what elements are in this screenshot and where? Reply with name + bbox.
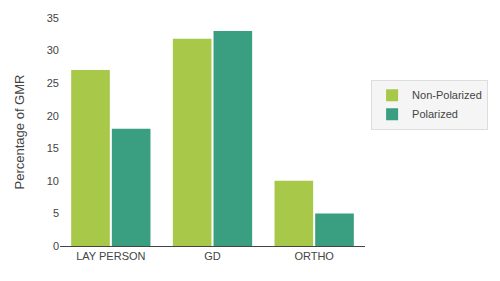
svg-text:Polarized: Polarized bbox=[412, 108, 458, 120]
svg-text:5: 5 bbox=[53, 207, 59, 219]
svg-text:20: 20 bbox=[47, 110, 59, 122]
svg-text:10: 10 bbox=[47, 175, 59, 187]
svg-text:ORTHO: ORTHO bbox=[294, 250, 334, 262]
svg-text:Percentage of GMR: Percentage of GMR bbox=[12, 75, 27, 190]
svg-text:35: 35 bbox=[47, 12, 59, 24]
svg-text:25: 25 bbox=[47, 77, 59, 89]
svg-text:GD: GD bbox=[204, 250, 221, 262]
svg-text:0: 0 bbox=[53, 240, 59, 252]
svg-text:LAY PERSON: LAY PERSON bbox=[76, 250, 145, 262]
svg-text:Non-Polarized: Non-Polarized bbox=[412, 89, 482, 101]
svg-text:30: 30 bbox=[47, 44, 59, 56]
svg-text:15: 15 bbox=[47, 142, 59, 154]
